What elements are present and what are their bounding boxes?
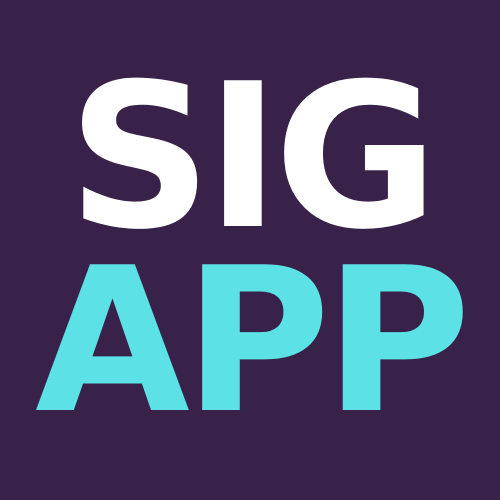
logo-word-app: APP	[35, 225, 471, 458]
logo-word-sig: SIG	[67, 41, 439, 274]
